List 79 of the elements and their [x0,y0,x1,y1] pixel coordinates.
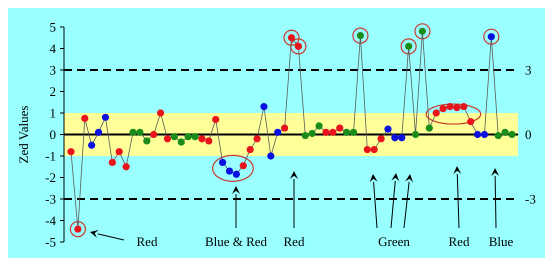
point [240,162,247,170]
y-tick-label: -4 [45,213,56,228]
point [108,158,116,166]
point [453,104,460,112]
annotation: Red [136,234,158,249]
point [178,138,185,146]
point [205,137,212,145]
point [384,126,392,133]
point [508,130,516,138]
point [67,148,75,156]
point [150,130,158,138]
point [460,102,468,110]
point [102,114,110,121]
point [191,133,199,140]
annotation: Blue & Red [204,234,268,249]
annotation: Blue [488,234,514,249]
point [136,128,144,136]
point [94,128,102,136]
point [343,128,350,136]
point [446,102,454,110]
y-tick-label: 1 [50,106,56,121]
y-tick-label: 2 [50,84,56,100]
point [218,158,226,166]
y-tick-label: -2 [45,170,56,186]
point [315,122,323,130]
point [198,135,206,142]
point [432,109,440,117]
point [164,135,172,142]
y-tick-label: -5 [45,234,56,250]
point [226,167,234,175]
point [439,105,447,112]
y-tick-label: -1 [45,148,56,164]
point [480,130,488,138]
point [302,132,309,140]
point [260,102,268,110]
point [329,128,336,136]
point [391,134,398,142]
point [122,163,130,170]
point [350,128,358,136]
point [412,130,420,138]
annotation: Green [378,234,410,249]
y-tick-label: 4 [50,41,56,56]
ref-line-label: 0 [525,127,532,142]
point [377,135,385,142]
y-tick-label: 3 [50,62,56,78]
point [267,152,274,160]
point [246,146,254,154]
point [364,146,371,154]
point [129,128,137,136]
point [494,132,502,140]
point [212,116,220,124]
annotation: Red [448,234,470,249]
point [274,128,282,136]
point [426,124,433,132]
point [502,128,509,136]
point [81,114,88,122]
y-tick-label: 5 [50,20,56,35]
y-tick-label: 0 [50,127,56,142]
annotation: Red [284,234,305,249]
point [170,133,178,140]
y-tick-label: -3 [45,192,56,207]
point [370,146,378,154]
point [88,142,96,149]
point [308,130,316,138]
point [156,109,164,117]
ref-line-label: -3 [525,192,536,207]
point [474,130,482,138]
y-axis-title: Zed Values [16,106,31,164]
point [336,124,344,132]
point [184,133,192,140]
point [116,148,123,156]
ref-line-label: 3 [525,62,532,78]
point [281,124,288,132]
point [253,135,261,142]
point [232,170,240,178]
point [322,128,330,136]
point [143,137,150,145]
point [398,134,406,142]
point [467,118,474,126]
